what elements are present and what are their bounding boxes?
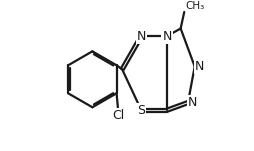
Text: CH₃: CH₃ [185,1,204,11]
Text: N: N [187,96,197,109]
Text: N: N [194,60,203,73]
Text: Cl: Cl [112,109,124,122]
Text: N: N [136,30,145,43]
Text: S: S [137,104,145,117]
Text: N: N [162,30,171,43]
